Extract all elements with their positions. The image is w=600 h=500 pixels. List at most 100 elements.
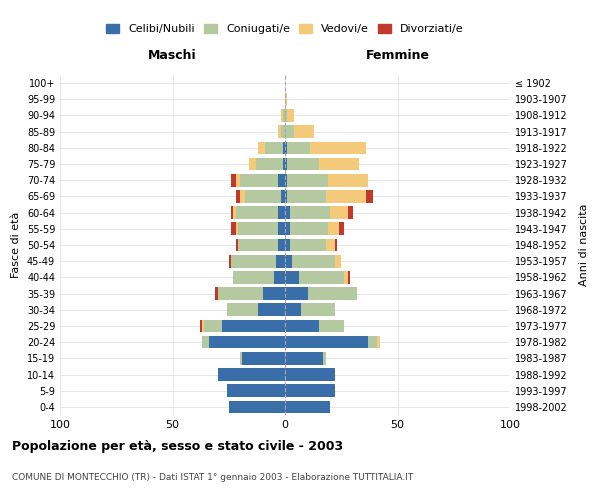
Bar — [215, 288, 218, 300]
Bar — [235, 222, 238, 235]
Bar — [287, 109, 294, 122]
Bar — [285, 222, 290, 235]
Bar — [231, 222, 235, 235]
Bar — [285, 206, 290, 219]
Bar — [368, 336, 377, 348]
Bar — [285, 271, 299, 283]
Bar — [218, 288, 263, 300]
Bar — [325, 190, 366, 202]
Bar — [285, 384, 335, 397]
Bar — [328, 174, 368, 186]
Bar — [348, 271, 350, 283]
Bar — [278, 222, 285, 235]
Bar — [229, 400, 285, 413]
Bar — [301, 304, 335, 316]
Bar — [323, 352, 325, 364]
Bar — [283, 158, 285, 170]
Bar — [263, 288, 285, 300]
Bar — [319, 158, 359, 170]
Bar — [285, 368, 335, 381]
Bar — [231, 206, 233, 219]
Bar — [235, 190, 240, 202]
Bar — [202, 336, 209, 348]
Bar — [285, 109, 287, 122]
Bar — [285, 238, 290, 252]
Bar — [218, 368, 285, 381]
Bar — [292, 255, 335, 268]
Text: COMUNE DI MONTECCHIO (TR) - Dati ISTAT 1° gennaio 2003 - Elaborazione TUTTITALIA: COMUNE DI MONTECCHIO (TR) - Dati ISTAT 1… — [12, 473, 413, 482]
Bar — [285, 93, 287, 106]
Bar — [377, 336, 380, 348]
Bar — [233, 206, 235, 219]
Bar — [335, 238, 337, 252]
Bar — [278, 206, 285, 219]
Bar — [308, 288, 357, 300]
Bar — [285, 255, 292, 268]
Bar — [276, 255, 285, 268]
Legend: Celibi/Nubili, Coniugati/e, Vedovi/e, Divorziati/e: Celibi/Nubili, Coniugati/e, Vedovi/e, Di… — [102, 20, 468, 38]
Bar — [233, 271, 274, 283]
Bar — [229, 255, 231, 268]
Bar — [209, 336, 285, 348]
Bar — [265, 142, 283, 154]
Bar — [325, 238, 335, 252]
Bar — [235, 238, 238, 252]
Bar — [335, 255, 341, 268]
Bar — [299, 271, 343, 283]
Bar — [281, 126, 285, 138]
Y-axis label: Fasce di età: Fasce di età — [11, 212, 21, 278]
Bar — [238, 222, 278, 235]
Bar — [366, 190, 373, 202]
Bar — [235, 206, 278, 219]
Bar — [310, 142, 366, 154]
Bar — [222, 320, 285, 332]
Bar — [339, 222, 343, 235]
Bar — [249, 158, 256, 170]
Bar — [348, 206, 353, 219]
Bar — [199, 320, 202, 332]
Bar — [278, 174, 285, 186]
Bar — [240, 174, 278, 186]
Text: Maschi: Maschi — [148, 49, 197, 62]
Bar — [287, 158, 319, 170]
Bar — [204, 320, 222, 332]
Bar — [278, 126, 281, 138]
Bar — [240, 190, 245, 202]
Bar — [258, 142, 265, 154]
Bar — [290, 238, 325, 252]
Bar — [285, 190, 287, 202]
Bar — [343, 271, 348, 283]
Bar — [285, 400, 330, 413]
Bar — [283, 142, 285, 154]
Bar — [285, 288, 308, 300]
Bar — [202, 320, 204, 332]
Bar — [287, 142, 310, 154]
Bar — [285, 126, 294, 138]
Bar — [285, 142, 287, 154]
Bar — [231, 255, 276, 268]
Bar — [278, 238, 285, 252]
Bar — [235, 174, 240, 186]
Bar — [281, 190, 285, 202]
Bar — [285, 320, 319, 332]
Text: Popolazione per età, sesso e stato civile - 2003: Popolazione per età, sesso e stato civil… — [12, 440, 343, 453]
Bar — [287, 190, 325, 202]
Bar — [227, 384, 285, 397]
Bar — [227, 304, 258, 316]
Bar — [285, 352, 323, 364]
Bar — [281, 109, 283, 122]
Bar — [285, 336, 368, 348]
Bar — [294, 126, 314, 138]
Bar — [290, 206, 330, 219]
Bar — [274, 271, 285, 283]
Bar — [231, 174, 235, 186]
Bar — [285, 304, 301, 316]
Bar — [290, 222, 328, 235]
Bar — [285, 158, 287, 170]
Y-axis label: Anni di nascita: Anni di nascita — [579, 204, 589, 286]
Bar — [330, 206, 348, 219]
Bar — [240, 352, 242, 364]
Bar — [256, 158, 283, 170]
Bar — [287, 174, 328, 186]
Bar — [238, 238, 278, 252]
